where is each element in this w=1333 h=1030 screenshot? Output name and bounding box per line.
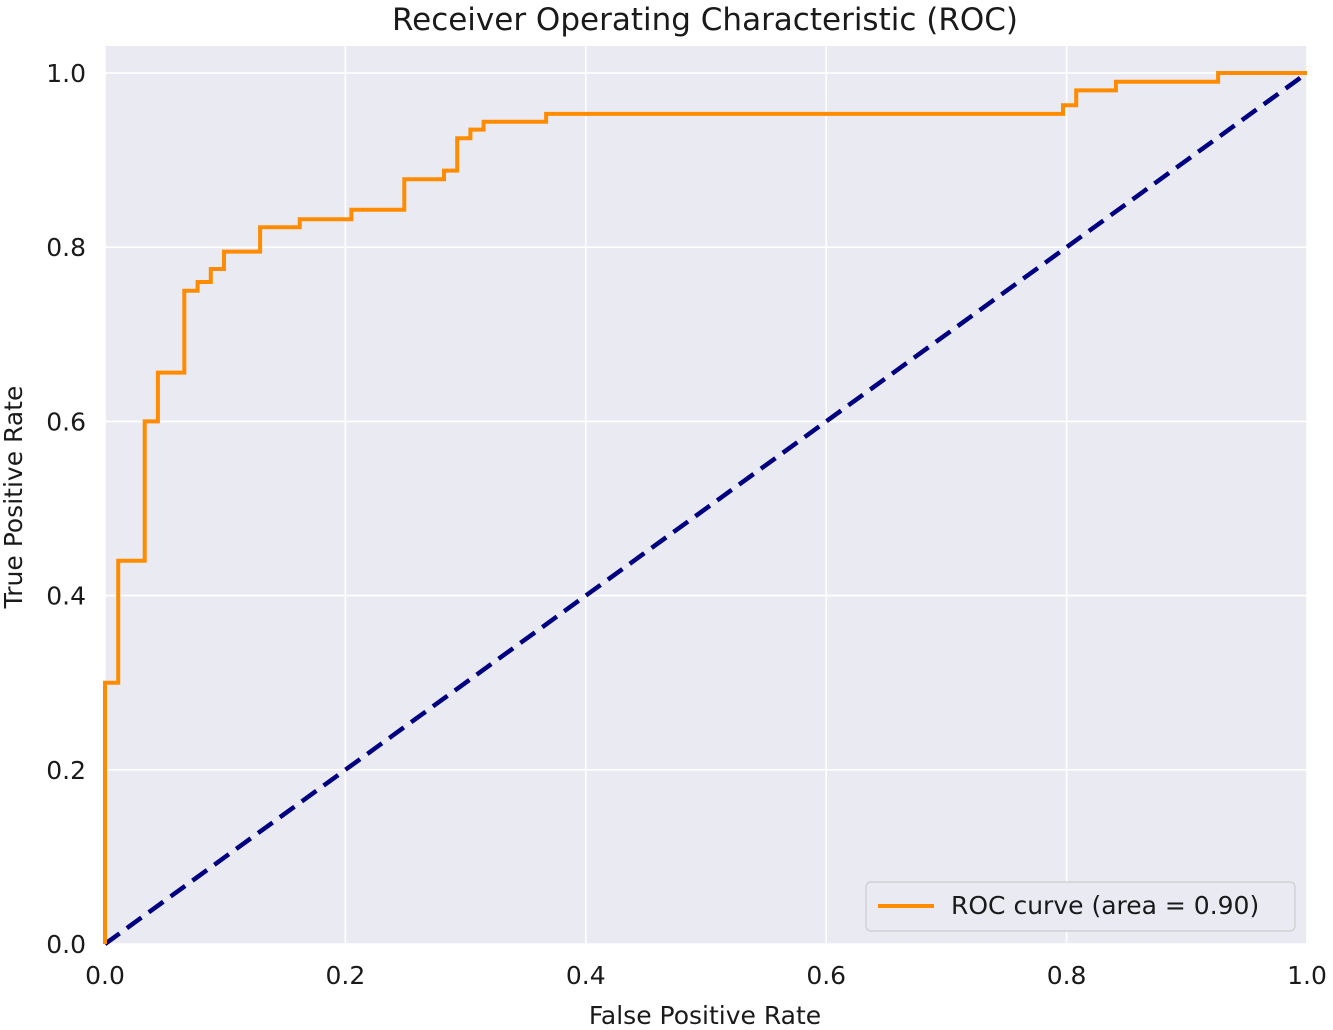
y-tick-label: 0.6 — [46, 407, 86, 436]
x-tick-label: 0.6 — [806, 961, 846, 990]
x-tick-label: 1.0 — [1287, 961, 1327, 990]
chart-title: Receiver Operating Characteristic (ROC) — [392, 2, 1018, 38]
y-tick-label: 0.4 — [46, 582, 86, 611]
legend: ROC curve (area = 0.90) — [865, 881, 1296, 932]
y-tick-label: 0.2 — [46, 756, 86, 785]
plot-area — [105, 46, 1307, 944]
grid — [104, 46, 1308, 945]
x-tick-label: 0.4 — [566, 961, 606, 990]
legend-label: ROC curve (area = 0.90) — [951, 891, 1259, 920]
roc-curve-line — [103, 71, 1307, 944]
chance-diagonal-line — [103, 71, 1309, 946]
tick-labels: 0.0 0.2 0.4 0.6 0.8 1.0 0.0 0.2 0.4 0.6 0.8 1.0 — [46, 59, 1327, 990]
x-tick-label: 0.8 — [1047, 961, 1087, 990]
series-layer — [103, 71, 1309, 946]
y-tick-label: 1.0 — [46, 59, 86, 88]
y-axis-label: True Positive Rate — [0, 386, 28, 610]
y-tick-label: 0.0 — [46, 930, 86, 959]
legend-box — [865, 881, 1296, 932]
x-axis-label: False Positive Rate — [589, 1001, 821, 1026]
x-tick-label: 0.2 — [326, 961, 366, 990]
x-tick-label: 0.0 — [85, 961, 125, 990]
y-tick-label: 0.8 — [46, 233, 86, 262]
